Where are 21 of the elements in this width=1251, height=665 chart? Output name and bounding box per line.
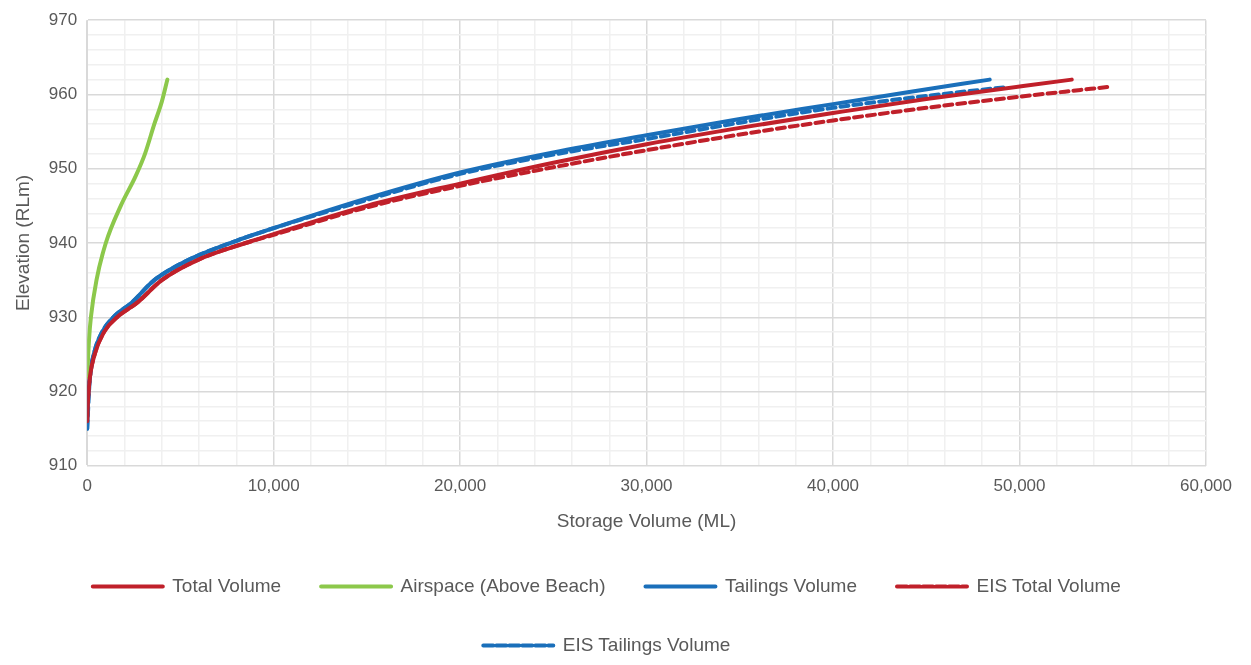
y-tick-label: 970: [48, 9, 78, 29]
y-tick-label: 930: [48, 306, 78, 326]
y-tick-label: 920: [48, 381, 78, 401]
y-tick-label: 950: [48, 158, 78, 178]
y-tick-label: 940: [48, 232, 78, 252]
y-axis-title: Elevation (RLm): [11, 174, 33, 312]
legend-label: EIS Tailings Volume: [562, 633, 731, 655]
legend-label: Tailings Volume: [724, 574, 858, 596]
y-tick-label: 960: [48, 84, 78, 104]
x-tick-label: 50,000: [993, 475, 1046, 495]
legend-label: Total Volume: [172, 574, 282, 596]
x-axis-title: Storage Volume (ML): [556, 509, 737, 531]
x-tick-label: 30,000: [620, 475, 673, 495]
legend-label: Airspace (Above Beach): [400, 574, 606, 596]
x-tick-label: 10,000: [247, 475, 300, 495]
y-tick-label: 910: [48, 455, 78, 475]
x-tick-label: 0: [82, 475, 92, 495]
x-tick-label: 60,000: [1180, 475, 1232, 495]
x-tick-label: 40,000: [807, 475, 860, 495]
legend-label: EIS Total Volume: [976, 574, 1121, 596]
x-tick-label: 20,000: [434, 475, 487, 495]
